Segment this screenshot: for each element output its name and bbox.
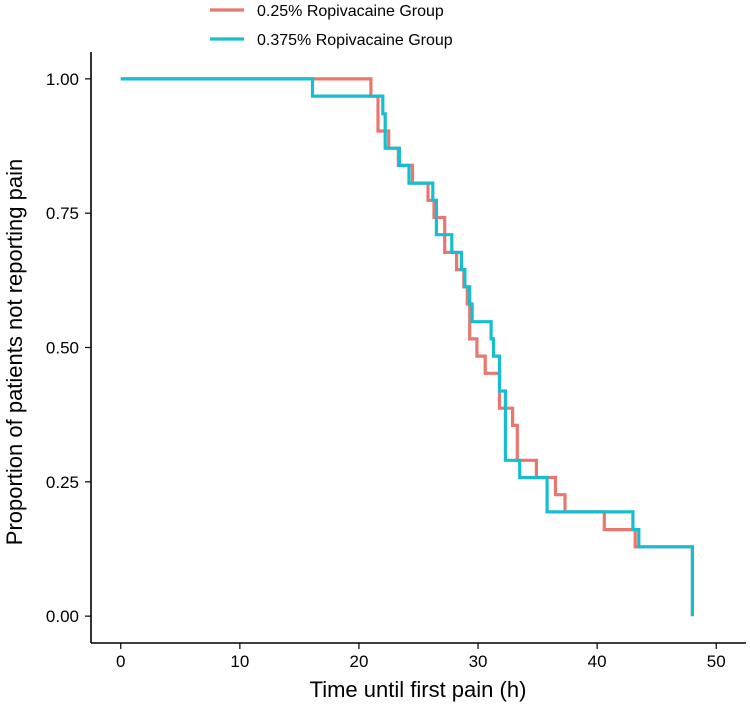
x-tick-label-40: 40 bbox=[588, 652, 607, 671]
series-line-0-25-group bbox=[120, 77, 694, 617]
legend-label-0-375-group: 0.375% Ropivacaine Group bbox=[257, 32, 453, 49]
y-ticks: 0.00 0.25 0.50 0.75 1.00 bbox=[46, 70, 91, 626]
y-tick-label-0.25: 0.25 bbox=[46, 473, 79, 492]
y-tick-label-0.75: 0.75 bbox=[46, 204, 79, 223]
y-tick-label-0.50: 0.50 bbox=[46, 339, 79, 358]
series-line-0-375-group bbox=[120, 77, 694, 617]
series-layer bbox=[120, 77, 694, 617]
x-tick-label-20: 20 bbox=[349, 652, 368, 671]
x-axis-title: Time until first pain (h) bbox=[310, 677, 527, 702]
y-tick-label-1.00: 1.00 bbox=[46, 70, 79, 89]
y-tick-label-0.00: 0.00 bbox=[46, 607, 79, 626]
x-tick-label-10: 10 bbox=[230, 652, 249, 671]
x-ticks: 0 10 20 30 40 50 bbox=[116, 643, 726, 671]
x-tick-label-50: 50 bbox=[707, 652, 726, 671]
legend-label-0-25-group: 0.25% Ropivacaine Group bbox=[257, 3, 444, 20]
x-tick-label-30: 30 bbox=[469, 652, 488, 671]
y-axis-title: Proportion of patients not reporting pai… bbox=[2, 159, 27, 545]
x-tick-label-0: 0 bbox=[116, 652, 125, 671]
legend: 0.25% Ropivacaine Group 0.375% Ropivacai… bbox=[210, 3, 453, 49]
